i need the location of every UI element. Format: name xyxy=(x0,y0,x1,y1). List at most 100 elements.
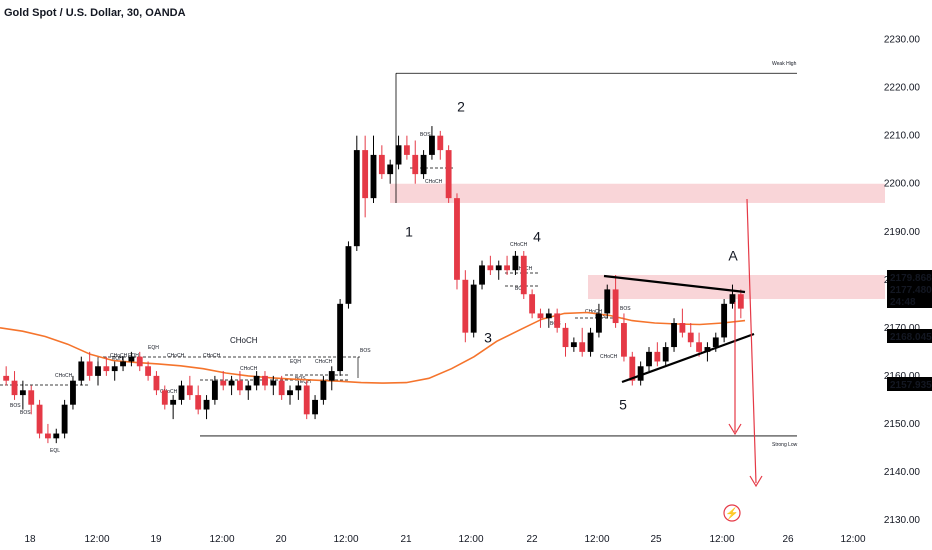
structure-label: BOS xyxy=(20,410,31,416)
candle-body xyxy=(621,323,627,357)
structure-label: BOS xyxy=(360,348,371,354)
candle-body xyxy=(320,380,327,400)
y-tick-label: 2200.00 xyxy=(884,179,921,190)
candle-body xyxy=(420,154,427,175)
candle-body xyxy=(228,380,235,386)
structure-label: CHoCH xyxy=(203,353,221,359)
candle-body xyxy=(53,433,60,439)
candle-body xyxy=(203,399,210,410)
candle-body xyxy=(520,255,527,295)
structure-label: EQH xyxy=(290,359,301,365)
candle-body xyxy=(245,385,252,391)
candle-body xyxy=(721,303,728,338)
candle-body xyxy=(145,366,152,376)
x-tick-label: 21 xyxy=(400,534,412,545)
structure-label: EQH xyxy=(148,345,159,351)
candle-body xyxy=(70,380,76,405)
structure-label: CHoCH xyxy=(240,366,258,372)
candle-body xyxy=(262,375,268,386)
candle-body xyxy=(303,385,310,415)
candle-body xyxy=(370,154,377,199)
wave-label: 1 xyxy=(405,224,413,240)
candle-body xyxy=(595,313,602,333)
wave-label: 4 xyxy=(533,228,541,244)
wave-label: A xyxy=(728,248,738,264)
candle-body xyxy=(86,361,93,376)
drawings: ⚡ xyxy=(603,198,763,522)
x-tick-label: 12:00 xyxy=(840,534,865,545)
structure-label: CHoCH xyxy=(315,359,333,365)
lightning-glyph: ⚡ xyxy=(725,507,739,520)
candle-body xyxy=(337,303,344,372)
candle-body xyxy=(679,323,686,333)
structure-levels: Weak High Strong Low xyxy=(200,61,798,448)
candle-body xyxy=(61,404,68,434)
candle-body xyxy=(28,390,35,405)
y-tick-label: 2190.00 xyxy=(884,227,921,238)
candle-body xyxy=(253,375,260,386)
x-tick-label: 22 xyxy=(526,534,538,545)
structure-label: CHoCH xyxy=(230,336,258,345)
candle-body xyxy=(103,366,110,372)
candle-body xyxy=(495,265,502,271)
candle-body xyxy=(136,356,143,367)
candle-body xyxy=(696,342,703,352)
structure-label: BOS xyxy=(620,306,631,312)
price-tag-box xyxy=(887,329,932,343)
price-tag-box xyxy=(887,282,932,296)
candle-body xyxy=(554,313,561,328)
candle-body xyxy=(237,380,243,391)
x-tick-label: 12:00 xyxy=(209,534,234,545)
candle-body xyxy=(353,150,360,247)
candle-body xyxy=(462,279,469,333)
candle-body xyxy=(287,390,293,396)
projection-arrow-2-head xyxy=(749,475,763,488)
candle-body xyxy=(529,294,536,314)
structure-label: CHoCH xyxy=(55,373,73,379)
y-tick-label: 2220.00 xyxy=(884,83,921,94)
structure-label: CHoCH xyxy=(167,353,185,359)
chart-title: Gold Spot / U.S. Dollar, 30, OANDA xyxy=(4,7,186,19)
candle-body xyxy=(3,375,10,381)
x-tick-label: 12:00 xyxy=(584,534,609,545)
candle-body xyxy=(120,361,126,367)
candle-body xyxy=(737,294,744,309)
candle-body xyxy=(537,313,544,319)
candle-body xyxy=(712,337,719,348)
ema-line xyxy=(0,311,746,384)
candle-body xyxy=(362,150,369,199)
y-tick-label: 2140.00 xyxy=(884,467,921,478)
price-tag-box xyxy=(887,294,932,308)
wave-label: 2 xyxy=(457,99,465,115)
candle-body xyxy=(312,399,318,415)
structure-label: CHoCH xyxy=(585,309,603,315)
candle-body xyxy=(295,385,302,391)
candle-body xyxy=(186,385,193,396)
y-tick-label: 2230.00 xyxy=(884,35,921,46)
x-tick-label: 12:00 xyxy=(709,534,734,545)
candle-body xyxy=(470,284,477,333)
structure-label: EQH xyxy=(128,353,139,359)
price-tag-box xyxy=(887,377,932,391)
candle-body xyxy=(328,371,335,381)
x-tick-label: 12:00 xyxy=(333,534,358,545)
candle-body xyxy=(729,294,736,304)
lightning-icon[interactable] xyxy=(723,504,741,522)
candle-body xyxy=(387,164,394,175)
x-tick-label: 25 xyxy=(650,534,662,545)
price-tag-label: 24:48 xyxy=(890,297,916,308)
x-tick-label: 26 xyxy=(782,534,794,545)
structure-label: CHoCH xyxy=(510,242,528,248)
candle-body xyxy=(211,380,218,400)
candle-body xyxy=(128,356,135,362)
candle-body xyxy=(504,265,510,271)
candle-body xyxy=(579,342,586,352)
candle-body xyxy=(570,342,577,348)
structure-label: BOS xyxy=(10,403,21,409)
candle-body xyxy=(454,198,460,280)
price-tag-label: 2168.045 xyxy=(890,332,932,343)
y-tick-label: 2210.00 xyxy=(884,131,921,142)
supply-zone xyxy=(390,183,885,203)
candle-body xyxy=(378,154,385,175)
price-tag-box xyxy=(887,270,932,284)
